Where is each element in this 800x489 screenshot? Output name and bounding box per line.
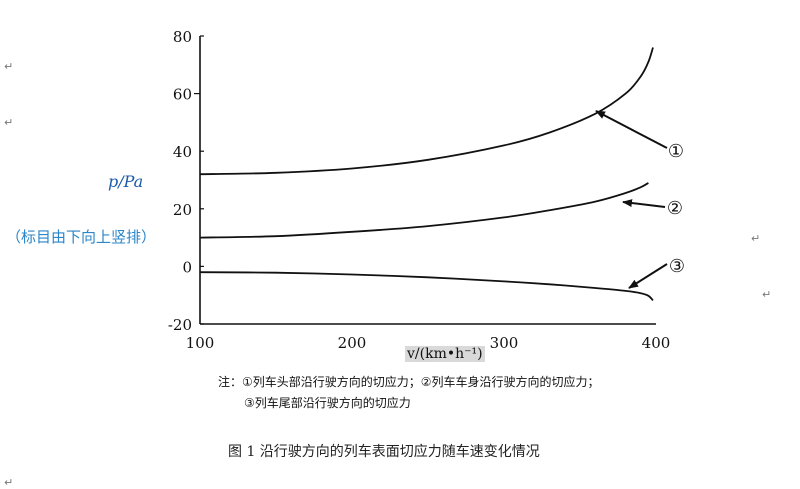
paragraph-mark: ↵ <box>4 476 14 489</box>
paragraph-mark: ↵ <box>762 288 772 301</box>
series-3-label: ③ <box>669 256 685 277</box>
x-tick-label: 400 <box>642 334 671 352</box>
y-axis-orientation-note: （标目由下向上竖排） <box>6 228 157 246</box>
series-1-label: ① <box>668 141 684 162</box>
note-line-2: ③列车尾部沿行驶方向的切应力 <box>244 396 411 410</box>
y-tick-label: 80 <box>173 28 192 46</box>
series-1-line <box>199 47 654 176</box>
series-1-callout-arrow <box>595 110 668 149</box>
paragraph-mark: ↵ <box>751 232 761 245</box>
series-2-line <box>199 182 649 239</box>
paragraph-mark: ↵ <box>4 116 14 129</box>
y-tick-label: 0 <box>182 258 192 276</box>
x-tick-label: 300 <box>490 334 519 352</box>
x-axis-label: v/(km•h⁻¹) <box>405 346 485 362</box>
series-2-label: ② <box>667 198 683 219</box>
y-axis-label: p/Pa <box>108 172 144 191</box>
y-tick-label: 20 <box>173 201 192 219</box>
series-callouts: ① ② ③ <box>595 110 685 289</box>
y-tick-label: -20 <box>168 316 192 334</box>
paragraph-mark: ↵ <box>4 60 14 73</box>
x-axis-label-text: v/(km•h⁻¹) <box>405 346 485 362</box>
axes <box>199 36 656 325</box>
x-tick-label: 200 <box>338 334 367 352</box>
x-tick-label: 100 <box>186 334 215 352</box>
series-2-callout-arrow <box>622 199 666 208</box>
series-3-callout-arrow <box>628 263 668 289</box>
series-lines <box>199 47 654 302</box>
figure-caption: 图 1 沿行驶方向的列车表面切应力随车速变化情况 <box>228 444 540 460</box>
y-tick-label: 60 <box>173 86 192 104</box>
note-line-1: 注：①列车头部沿行驶方向的切应力；②列车车身沿行驶方向的切应力； <box>218 375 600 389</box>
series-3-line <box>199 271 654 302</box>
y-tick-label: 40 <box>173 143 192 161</box>
